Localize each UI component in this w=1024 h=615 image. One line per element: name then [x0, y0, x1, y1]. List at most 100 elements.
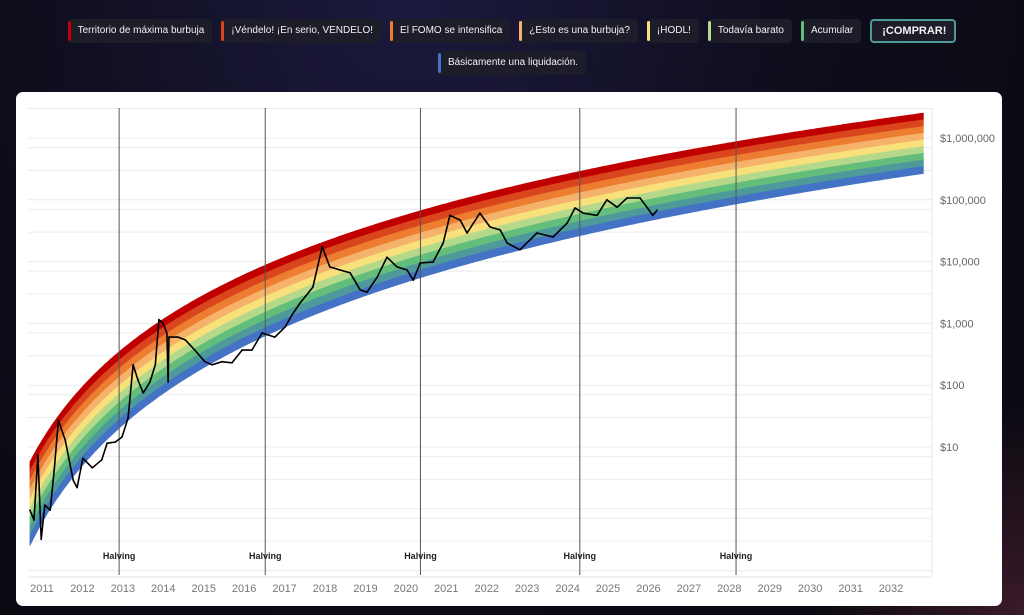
price-point: [299, 302, 301, 304]
price-point: [574, 207, 576, 209]
x-axis: 2011 2012 2013 2014 2015 2016 2017 2018 2019 2020…: [30, 583, 903, 595]
rainbow-band: [29, 166, 924, 546]
price-point: [33, 519, 35, 521]
y-tick-label: $100: [940, 380, 964, 392]
price-point: [339, 269, 341, 271]
price-point: [177, 336, 179, 338]
legend-button[interactable]: ¡HODL!: [646, 19, 699, 43]
price-point: [76, 486, 78, 489]
price-point: [536, 232, 538, 234]
price-point: [605, 199, 608, 201]
price-point: [43, 504, 46, 506]
legend-button[interactable]: Todavía barato: [707, 19, 792, 43]
x-tick-label: 2025: [596, 583, 620, 595]
price-point: [261, 332, 263, 334]
price-point: [53, 469, 56, 472]
price-point: [40, 538, 42, 541]
price-point: [57, 419, 60, 422]
price-point: [106, 442, 108, 445]
legend-color-swatch: [801, 21, 804, 41]
legend-label: ¡HODL!: [656, 25, 691, 36]
halving-label: Halving: [103, 551, 136, 561]
x-tick-label: 2013: [111, 583, 135, 595]
price-point: [101, 459, 103, 461]
halving-label: Halving: [404, 551, 437, 561]
price-point: [37, 454, 39, 456]
price-point: [376, 276, 379, 278]
price-point: [596, 214, 598, 217]
x-tick-label: 2031: [838, 583, 862, 595]
x-tick-label: 2020: [394, 583, 418, 595]
price-point: [406, 269, 408, 271]
x-tick-label: 2017: [272, 583, 296, 595]
price-point: [162, 322, 164, 324]
price-point: [419, 262, 422, 264]
halving-lines: Halving Halving Halving Halving Halving: [103, 108, 752, 575]
legend-color-swatch: [437, 53, 441, 73]
price-point: [168, 336, 170, 338]
x-tick-label: 2029: [757, 583, 781, 595]
price-point: [121, 436, 123, 438]
legend-button[interactable]: Básicamente una liquidación.: [437, 51, 587, 75]
x-tick-label: 2027: [677, 583, 701, 595]
price-point: [132, 363, 134, 366]
x-tick-label: 2014: [151, 583, 175, 595]
legend-label: Acumular: [811, 25, 854, 36]
x-tick-label: 2028: [717, 583, 741, 595]
price-point: [284, 326, 286, 328]
price-point: [566, 222, 569, 224]
price-point: [499, 229, 502, 231]
legend-button[interactable]: ¡Véndelo! ¡En serio, VENDELO!: [221, 19, 382, 43]
price-point: [616, 206, 618, 208]
price-series: [29, 197, 658, 541]
price-point: [211, 363, 213, 366]
price-point: [459, 219, 462, 221]
price-point: [552, 236, 554, 238]
legend-button[interactable]: Acumular: [801, 19, 862, 43]
price-point: [506, 242, 508, 244]
price-point: [221, 360, 223, 363]
price-point: [412, 279, 415, 282]
price-point: [449, 214, 451, 217]
price-point: [396, 266, 398, 268]
price-point: [158, 318, 160, 321]
price-point: [646, 206, 648, 208]
legend-row-2: Básicamente una liquidación.: [0, 51, 1024, 75]
price-point: [251, 349, 253, 351]
y-tick-label: $10,000: [940, 257, 980, 269]
legend-button[interactable]: ¡COMPRAR!: [870, 19, 957, 43]
price-point: [137, 379, 139, 381]
price-point: [231, 362, 233, 364]
price-point: [241, 349, 243, 351]
legend-button[interactable]: ¿Esto es una burbuja?: [519, 19, 638, 43]
x-tick-label: 2026: [636, 583, 660, 595]
price-point: [167, 381, 169, 383]
legend-label: ¿Esto es una burbuja?: [529, 25, 630, 36]
legend-button[interactable]: Territorio de máxima burbuja: [67, 19, 213, 43]
price-point: [489, 226, 491, 228]
price-point: [519, 249, 521, 251]
price-point: [582, 212, 584, 214]
price-point: [114, 441, 116, 443]
y-tick-label: $100,000: [940, 195, 986, 207]
halving-label: Halving: [564, 551, 597, 561]
legend-label: Territorio de máxima burbuja: [77, 25, 205, 36]
price-point: [72, 479, 75, 482]
halving-label: Halving: [720, 551, 753, 561]
price-point: [204, 360, 206, 363]
price-point: [29, 509, 31, 511]
legend-label: El FOMO se intensifica: [400, 25, 503, 36]
price-point: [127, 417, 129, 419]
price-point: [312, 286, 314, 288]
legend-button[interactable]: El FOMO se intensifica: [390, 19, 511, 43]
legend-color-swatch: [67, 21, 71, 41]
y-axis: $10 $100 $1,000 $10,000 $100,000 $1,000,000: [940, 133, 995, 454]
x-tick-label: 2032: [879, 583, 903, 595]
price-point: [366, 291, 368, 293]
x-tick-label: 2011: [30, 583, 54, 595]
price-point: [149, 381, 151, 383]
legend-color-swatch: [646, 21, 650, 41]
price-point: [329, 266, 331, 268]
x-tick-label: 2022: [474, 583, 498, 595]
